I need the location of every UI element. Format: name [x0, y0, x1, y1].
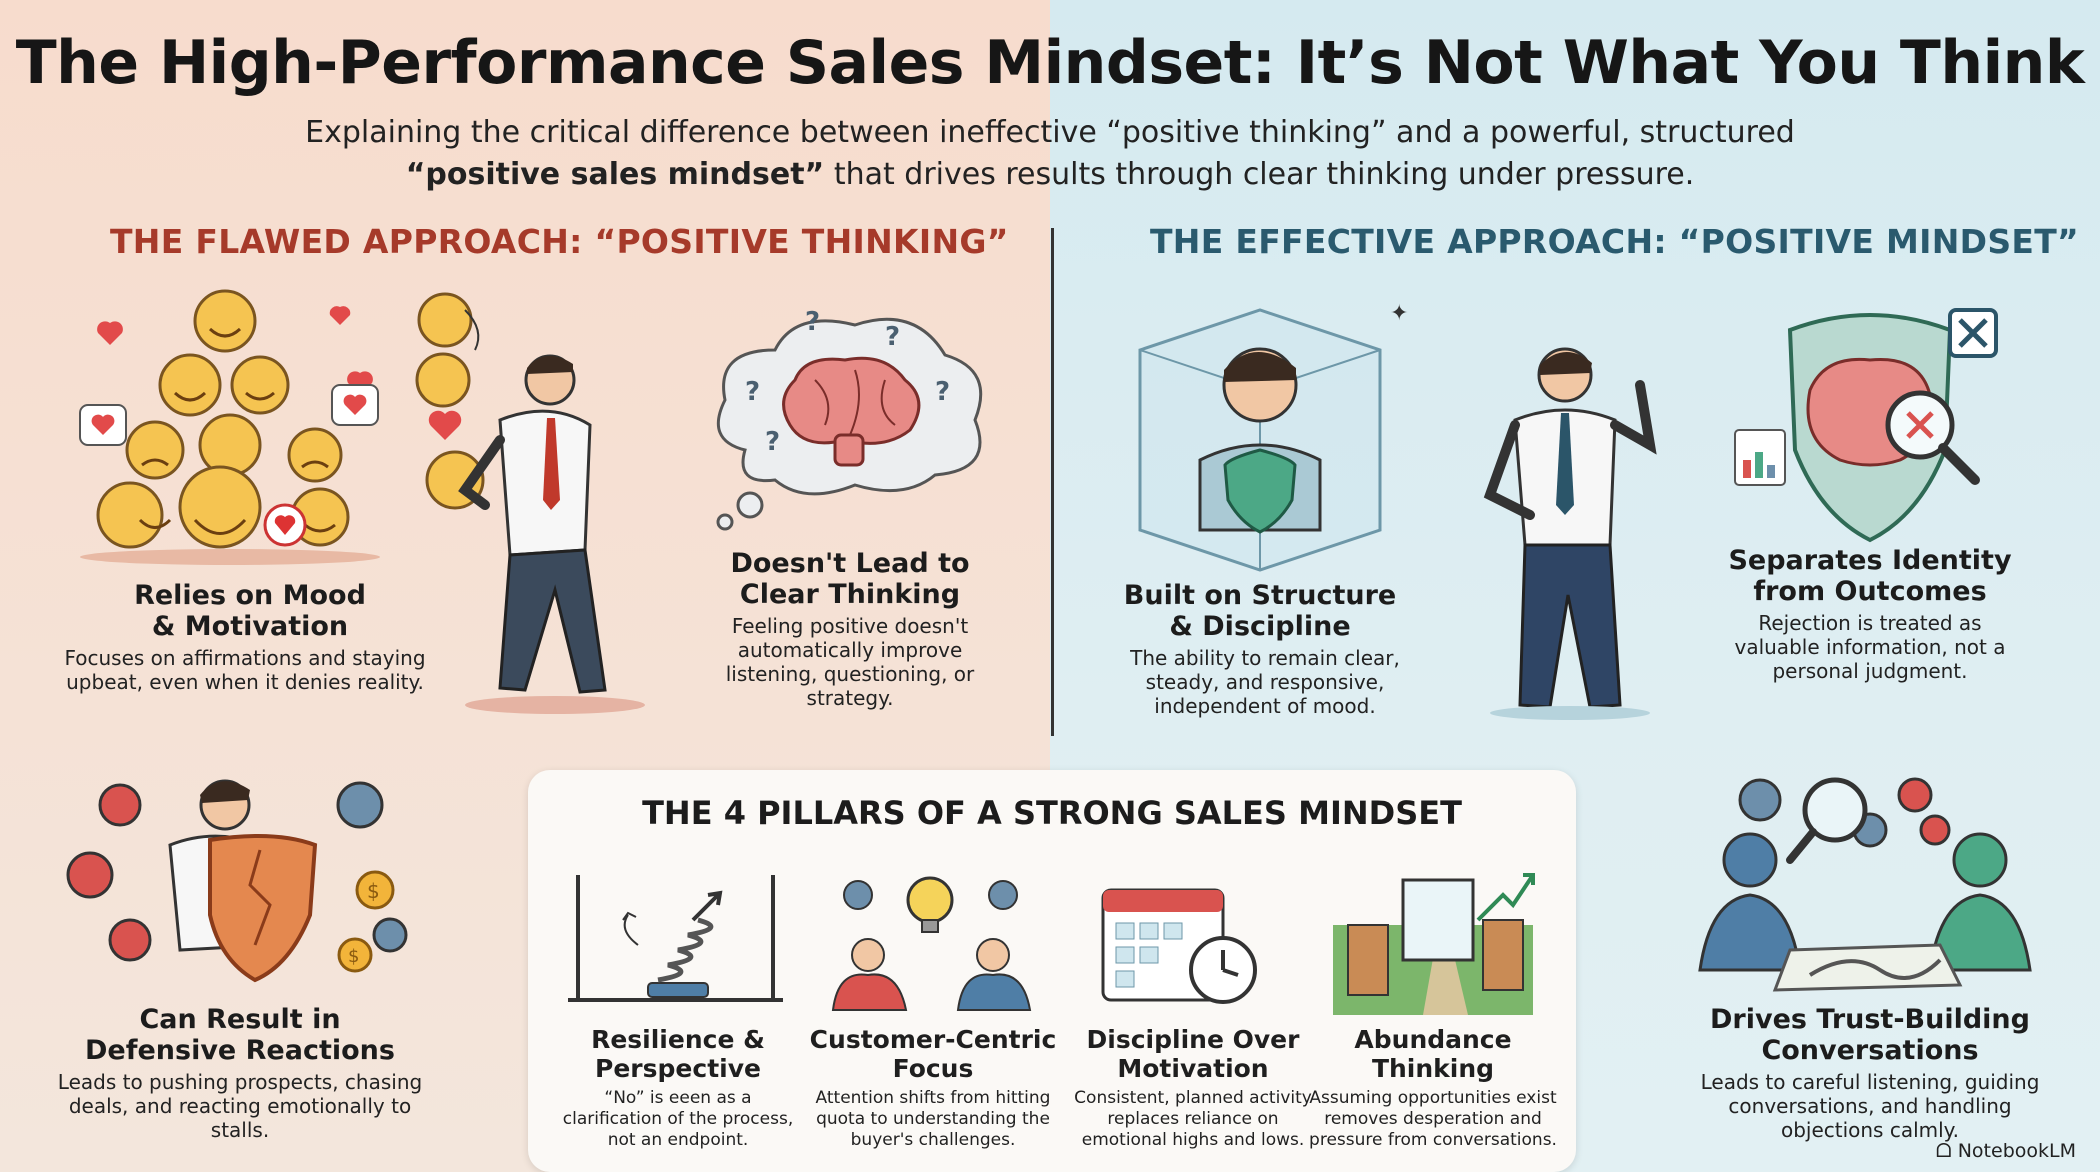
- pillar-customer-focus-title: Customer-Centric Focus: [809, 1025, 1057, 1083]
- spring-rebound-icon: [568, 875, 783, 1002]
- lightbulb-conversation-icon: [831, 876, 1032, 1011]
- flawed-approach-heading: THE FLAWED APPROACH: “POSITIVE THINKING”: [110, 222, 1009, 261]
- svg-text:?: ?: [935, 377, 950, 407]
- brand-label: NotebookLM: [1957, 1140, 2076, 1162]
- pillars-panel: THE 4 PILLARS OF A STRONG SALES MINDSET …: [528, 770, 1576, 1172]
- notebooklm-logo-icon: ᗝ: [1935, 1140, 1958, 1162]
- card-defensive-body: Leads to pushing prospects, chasing deal…: [57, 1070, 423, 1142]
- open-doors-road-icon: [1333, 873, 1535, 1015]
- notebooklm-watermark: ᗝ NotebookLM: [1936, 1140, 2076, 1162]
- pillar-abundance-body: Assuming opportunities exist removes des…: [1309, 1088, 1557, 1150]
- card-trust-title: Drives Trust-Building Conversations: [1710, 1004, 2030, 1066]
- svg-text:$: $: [367, 879, 380, 903]
- struggling-salesman-icon: [415, 292, 645, 714]
- emoji-pile-icon: [79, 289, 380, 565]
- card-relies-on-mood-title: Relies on Mood & Motivation: [134, 580, 366, 642]
- svg-text:$: $: [348, 946, 359, 967]
- defensive-shield-icon: $ $: [66, 779, 408, 983]
- pillar-discipline-title: Discipline Over Motivation: [1086, 1025, 1300, 1083]
- foggy-brain-icon: ?????: [716, 307, 983, 531]
- glass-cube-person-icon: ✦: [1138, 301, 1408, 572]
- subtitle-line-2: that drives results through clear thinki…: [824, 157, 1695, 192]
- subtitle-bold-phrase: “positive sales mindset”: [405, 157, 825, 192]
- pillar-abundance-title: Abundance Thinking: [1354, 1025, 1512, 1083]
- page-subtitle: Explaining the critical difference betwe…: [300, 112, 1800, 196]
- card-trust-body: Leads to careful listening, guiding conv…: [1700, 1070, 2040, 1142]
- pillar-resilience-title: Resilience & Perspective: [591, 1025, 765, 1083]
- pillars-title: THE 4 PILLARS OF A STRONG SALES MINDSET: [642, 794, 1462, 832]
- card-relies-on-mood-body: Focuses on affirmations and staying upbe…: [64, 646, 426, 694]
- effective-approach-heading: THE EFFECTIVE APPROACH: “POSITIVE MINDSE…: [1150, 222, 2080, 261]
- subtitle-line-1: Explaining the critical difference betwe…: [305, 115, 1795, 150]
- card-clear-thinking-body: Feeling positive doesn't automatically i…: [725, 614, 975, 710]
- section-divider: [1051, 228, 1054, 736]
- shield-brain-magnifier-icon: [1734, 308, 1998, 543]
- card-structure-title: Built on Structure & Discipline: [1123, 580, 1397, 642]
- svg-text:?: ?: [765, 427, 780, 457]
- pillar-customer-focus-body: Attention shifts from hitting quota to u…: [815, 1088, 1051, 1150]
- pillar-resilience-body: “No” is eeen as a clarification of the p…: [562, 1088, 794, 1150]
- svg-text:?: ?: [885, 322, 900, 352]
- card-clear-thinking-title: Doesn't Lead to Clear Thinking: [730, 548, 970, 610]
- svg-text:✦: ✦: [1390, 301, 1408, 326]
- confident-salesman-icon: [1483, 347, 1657, 720]
- card-identity-title: Separates Identity from Outcomes: [1728, 545, 2012, 607]
- card-structure-body: The ability to remain clear, steady, and…: [1130, 646, 1400, 718]
- svg-text:?: ?: [745, 377, 760, 407]
- card-defensive-title: Can Result in Defensive Reactions: [85, 1004, 395, 1066]
- calendar-clock-icon: [1101, 888, 1257, 1004]
- card-identity-body: Rejection is treated as valuable informa…: [1734, 611, 2006, 683]
- trust-conversation-icon: [1698, 777, 2032, 992]
- page-title: The High-Performance Sales Mindset: It’s…: [15, 28, 2085, 98]
- pillar-discipline-body: Consistent, planned activity replaces re…: [1074, 1088, 1312, 1150]
- svg-text:?: ?: [805, 307, 820, 337]
